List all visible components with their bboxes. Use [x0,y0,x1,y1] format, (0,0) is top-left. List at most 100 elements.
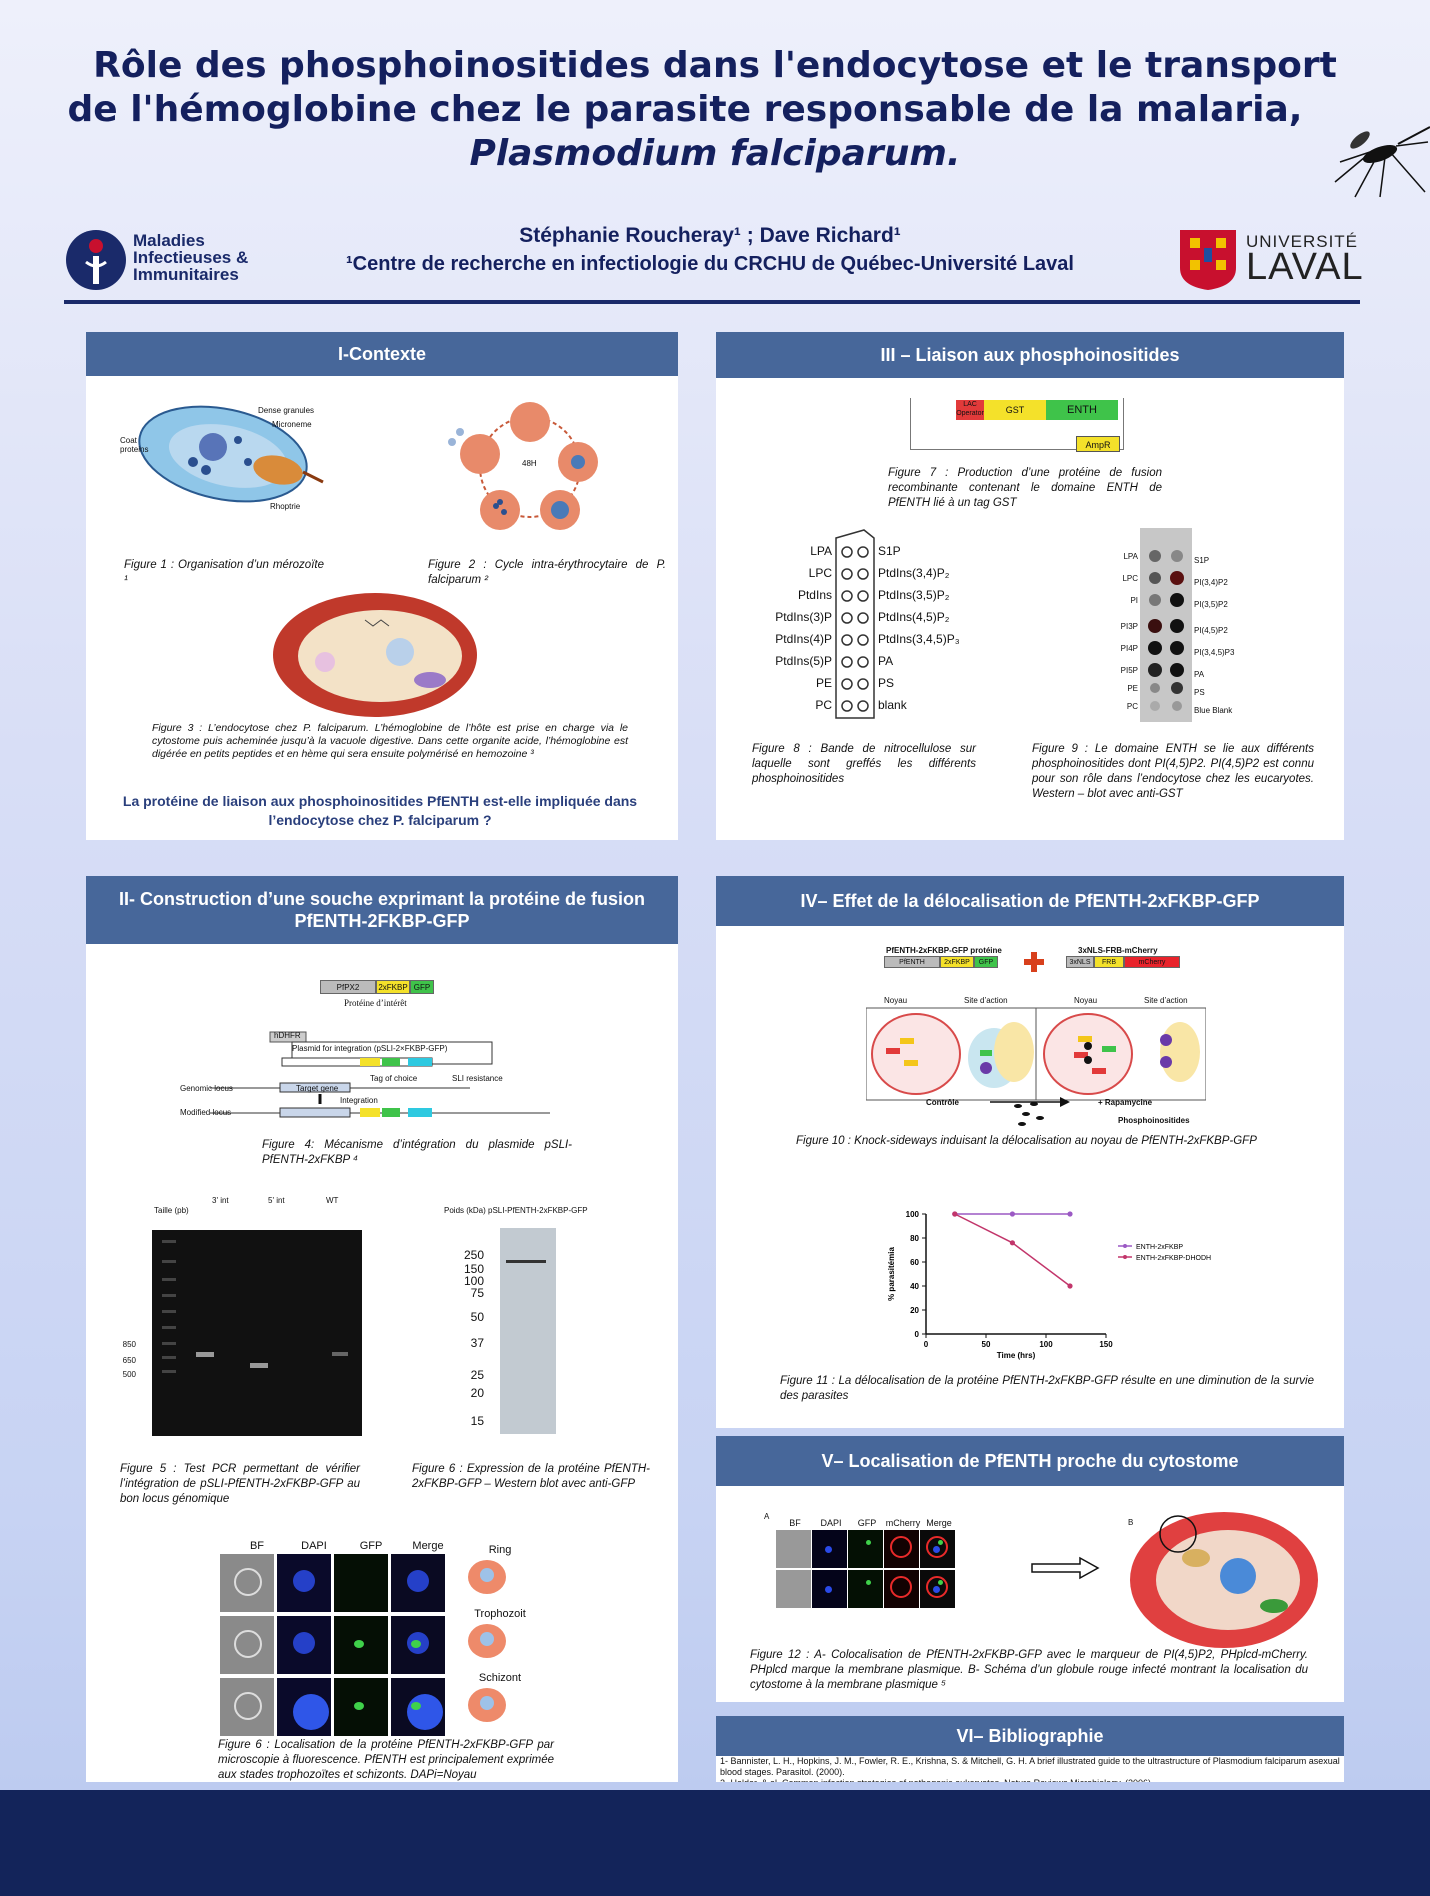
chart-series-line [954,1213,1071,1287]
chart-x-tick-label: 150 [1099,1340,1113,1349]
gel-lane-3int: 3' int [212,1196,229,1205]
western-blot-image [500,1228,556,1434]
ulaval-logo-text-1: UNIVERSITÉ [1246,232,1359,251]
title-line-1: Rôle des phosphoinositides dans l'endocy… [93,45,1337,86]
fig4-label-plasmid: Plasmid for integration (pSLI-2×FKBP-GFP… [292,1044,448,1053]
micro-nucleus [407,1570,429,1592]
blot-left-label: PI [1130,596,1138,605]
wb-marker-label: 37 [470,1336,484,1350]
fig12-membrane-signal [926,1536,948,1558]
fig12-caption: Figure 12 : A- Colocalisation de PfENTH-… [750,1649,1308,1691]
chart-y-tick-label: 20 [910,1306,919,1315]
fig4-2xfkbp: 2xFKBP [376,980,410,994]
fig10-knock-sideways-diagram [866,1007,1206,1101]
fig12-gfp-signal [938,1580,943,1585]
fig10-caption: Figure 10 : Knock-sideways induisant la … [796,1135,1257,1147]
merozoite-figure [138,405,324,503]
fig12-nucleus-signal [933,1586,940,1593]
rapamycin-dots-icon [1014,1102,1044,1126]
plus-icon [1024,952,1044,972]
fig4-label-target: Target gene [296,1084,339,1093]
fig10-part-mcherry: mCherry [1124,956,1180,968]
fig10-arrow-icon [990,1097,1070,1107]
micro-cell [391,1616,445,1674]
bibliography-list: 1- Bannister, L. H., Hopkins, J. M., Fow… [720,1756,1340,1782]
wb-marker-label: 75 [470,1286,484,1300]
fig1-label-microneme: Microneme [272,420,312,429]
fig10-part-gfp: GFP [974,956,998,968]
panel-delocalisation [716,876,1344,1428]
blot-right-label: PI(3,4,5)P3 [1194,648,1235,657]
strip-left-label: PtdIns(4)P [775,632,832,646]
fig2-caption: Figure 2 : Cycle intra-érythrocytaire de… [428,559,666,586]
micro-cell [391,1678,445,1736]
fig12-membrane-signal [890,1536,912,1558]
strip-right-label: blank [878,698,907,712]
micro-cell-outline [234,1630,262,1658]
title-line-2: de l'hémoglobine chez le parasite respon… [67,89,1303,130]
micro-cell [334,1616,388,1674]
chart-point [1067,1283,1073,1289]
fig12-col-header: GFP [857,1518,877,1528]
micro-stage-parasite [480,1568,494,1582]
wb-marker-label: 25 [470,1368,484,1382]
wb-marker-label: 15 [470,1414,484,1428]
mii-logo-text: Maladies Infectieuses & Immunitaires [133,231,249,284]
fig6b-caption: Figure 6 : Localisation de la protéine P… [218,1739,554,1781]
micro-gfp-signal [354,1640,364,1648]
micro-cell [391,1554,445,1612]
chart-y-tick-label: 0 [915,1330,920,1339]
wb-marker-label: 20 [470,1386,484,1400]
fig10-part-pfenth: PfENTH [884,956,940,968]
wb-marker-label: 250 [463,1248,484,1262]
fig11-line-chart: 0 20 40 60 80 100 0 50 100 150 Time (hrs) % parasit… [887,1210,1211,1360]
erythrocytic-cycle-figure [448,402,598,530]
section-title-delocalisation: IV– Effet de la délocalisation de PfENTH… [716,876,1344,926]
blot-right-label: PS [1194,688,1205,697]
wb-header: Poids (kDa) pSLI-PfENTH-2xFKBP-GFP [444,1206,588,1215]
chart-x-tick-label: 100 [1039,1340,1053,1349]
fig7-caption: Figure 7 : Production d’une protéine de … [888,467,1162,509]
blot-right-label: Blue Blank [1194,706,1233,715]
strip-right-label: PtdIns(3,4)P₂ [878,566,950,580]
section-title-liaison: III – Liaison aux phosphoinositides [716,332,1344,378]
fig10-label-phosphoinositides: Phosphoinositides [1118,1116,1190,1125]
strip-right-label: PtdIns(4,5)P₂ [878,610,950,624]
affiliation: ¹Centre de recherche en infectiologie du… [346,253,1074,275]
chart-y-label: % parasitémia [887,1247,896,1301]
fig1-label-rhoptrie: Rhoptrie [270,502,301,511]
fig4-gfp: GFP [410,980,434,994]
blot-right-label: PI(3,5)P2 [1194,600,1228,609]
micro-col-header: GFP [359,1540,383,1552]
micro-cell [334,1554,388,1612]
fig12-col-header: DAPI [820,1518,842,1528]
blot-right-label: PI(4,5)P2 [1194,626,1228,635]
chart-point [1009,1240,1015,1246]
pcr-gel-image [152,1230,362,1436]
fig12-gfp-signal [938,1540,943,1545]
fig4-label-hdhfr: hDHFR [274,1031,301,1040]
fig12-col-header: mCherry [885,1518,921,1528]
micro-stage-cell-icon [468,1560,506,1594]
fig12-micro-cell [776,1570,811,1608]
fig12-membrane-signal [890,1576,912,1598]
fig12-micro-cell [776,1530,811,1568]
micro-stage-cell-icon [468,1688,506,1722]
blot-right-label: S1P [1194,556,1210,565]
fig9-caption: Figure 9 : Le domaine ENTH se lie aux di… [1032,743,1314,800]
micro-stage-parasite [480,1696,494,1710]
fig10-label-site-1: Site d’action [964,996,1008,1005]
pcr-gel-bands [162,1240,348,1373]
fig2-label-48h: 48H [522,459,537,468]
chart-legend-label: ENTH-2xFKBP [1136,1244,1183,1251]
fig12-infected-rbc-schema [1130,1512,1318,1648]
fig10-label-noyau-2: Noyau [1074,996,1098,1005]
wb-marker-label: 50 [470,1310,484,1324]
chart-y-tick-label: 40 [910,1282,919,1291]
fig12-micro-cell [920,1530,955,1568]
fig4-integration-diagram [210,1031,550,1118]
gel-lane-5int: 5' int [268,1196,285,1205]
fig7-enth: ENTH [1046,400,1118,420]
fig12-micro-cell [884,1530,919,1568]
micro-cell-outline [234,1568,262,1596]
